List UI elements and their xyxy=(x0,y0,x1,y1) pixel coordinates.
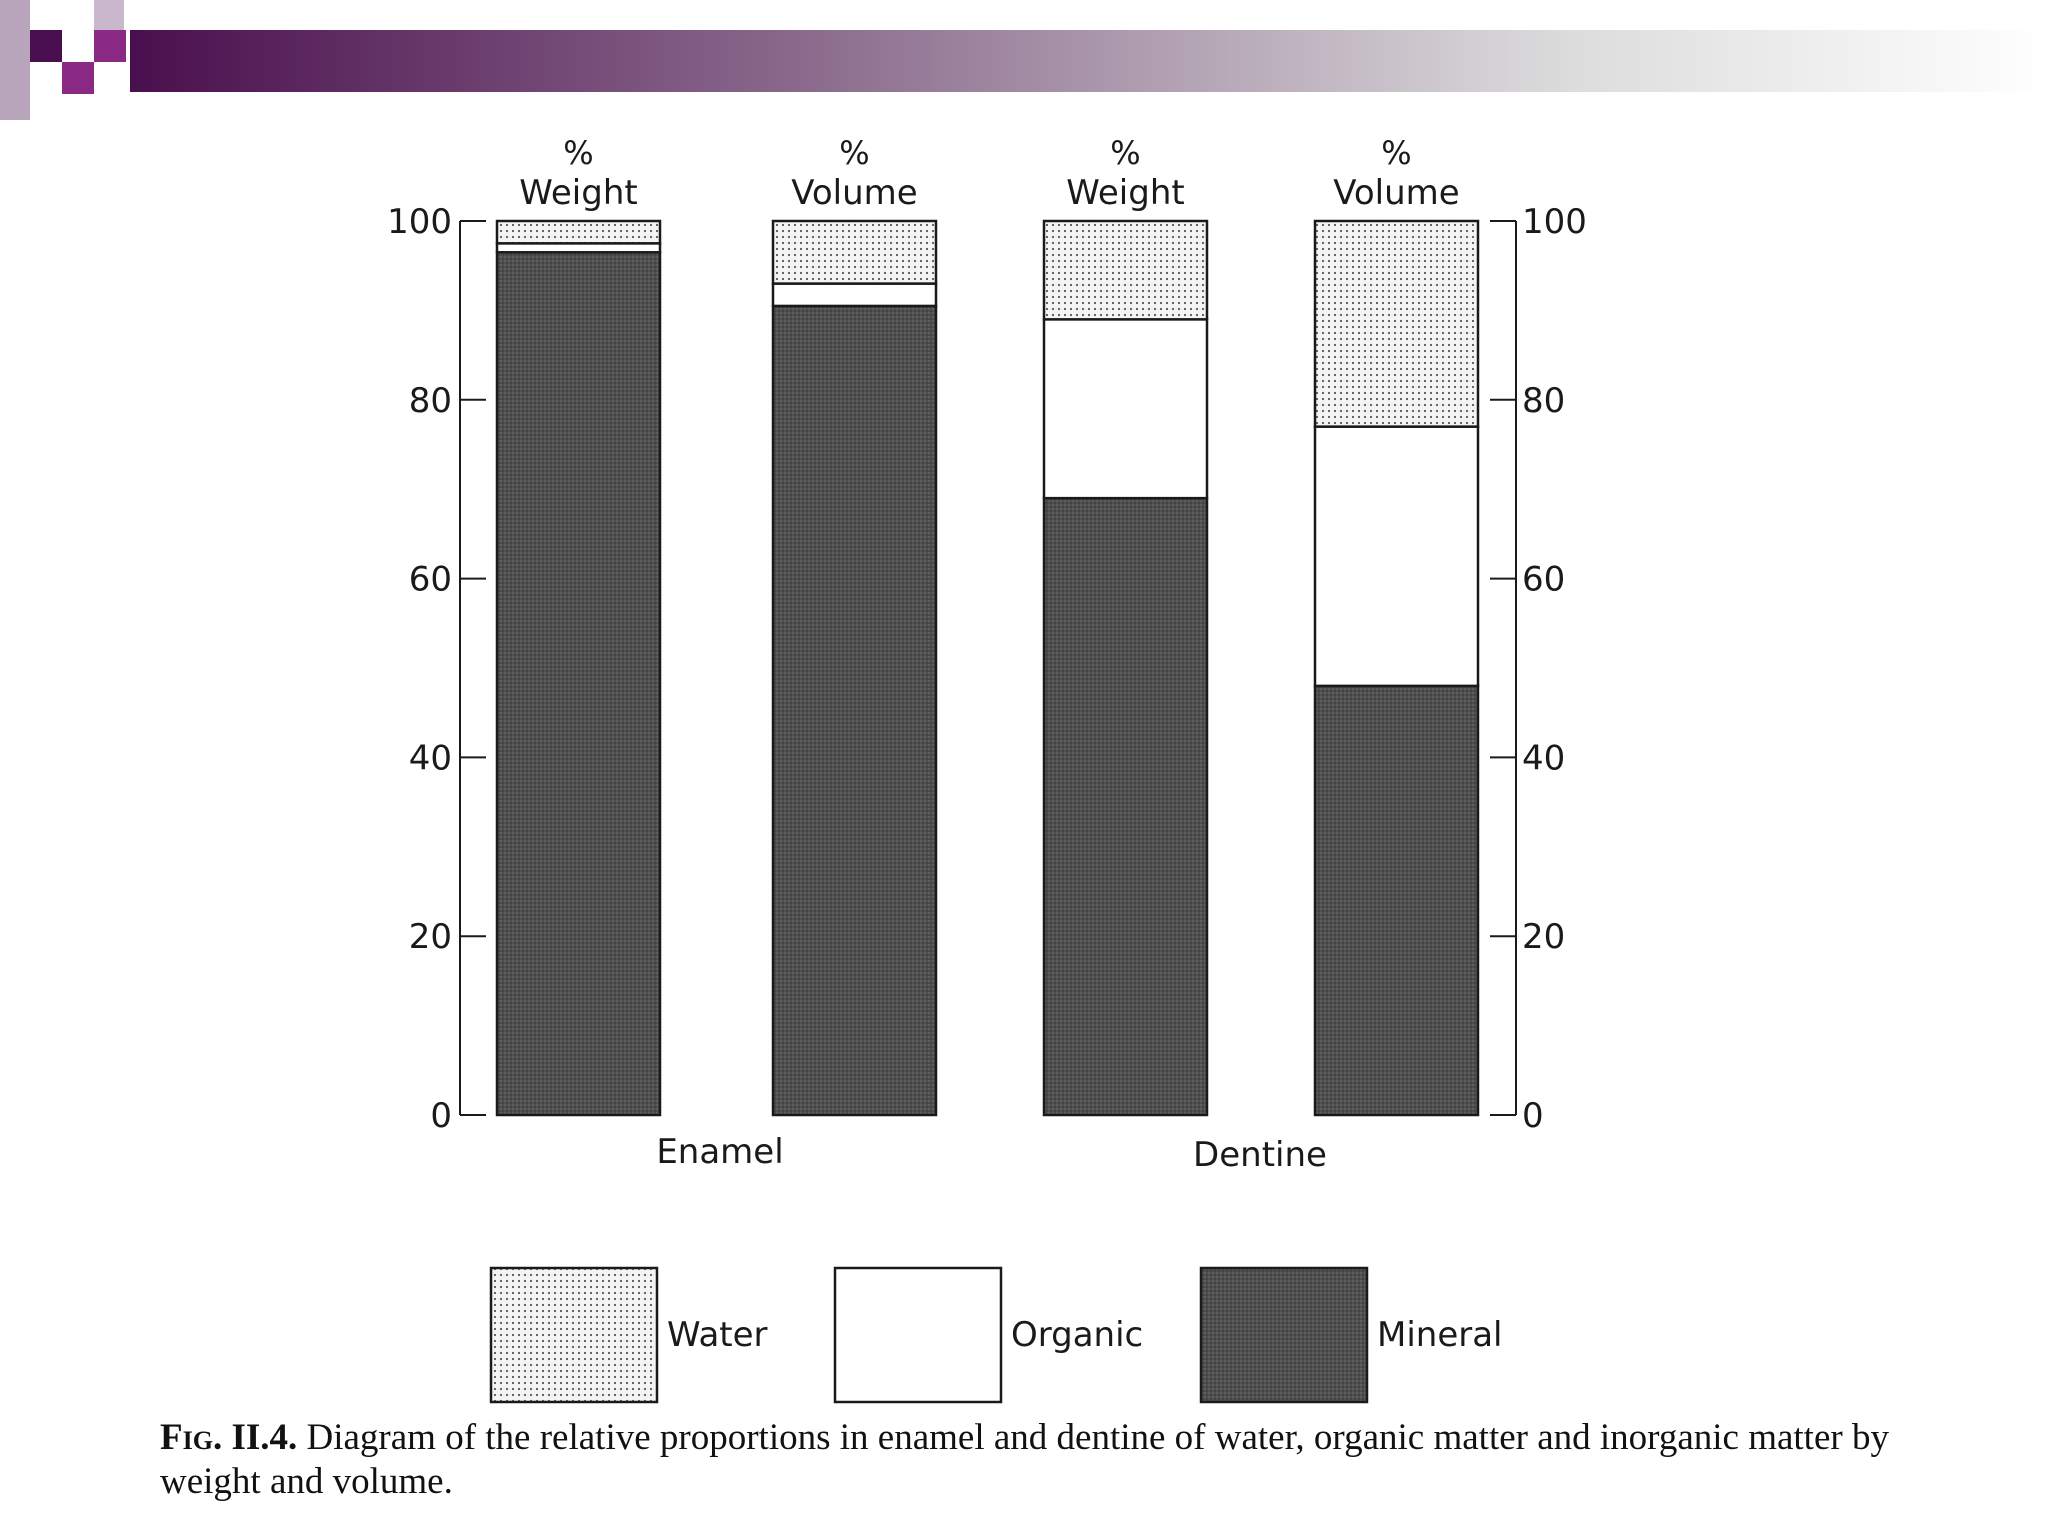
caption-text: Diagram of the relative proportions in e… xyxy=(160,1417,1889,1502)
group-label-dentine: Dentine xyxy=(1193,1135,1327,1175)
bar-label-percent: % xyxy=(1110,134,1140,172)
y-tick-label-right: 100 xyxy=(1522,202,1587,242)
banner-square xyxy=(0,0,30,120)
caption-figure-label: Fig. II.4. xyxy=(160,1417,298,1458)
y-tick-label-left: 40 xyxy=(409,738,452,778)
y-tick-label-right: 80 xyxy=(1522,381,1565,421)
bar-label: Volume xyxy=(791,173,917,213)
bar-segment-mineral xyxy=(771,304,938,1117)
bar-segment-water xyxy=(1042,219,1209,321)
bar-segment-mineral xyxy=(1313,684,1480,1117)
y-tick-label-left: 100 xyxy=(387,202,452,242)
banner-gradient-bar xyxy=(130,30,2048,92)
y-tick-label-right: 0 xyxy=(1522,1096,1544,1136)
bar-segment-water xyxy=(1313,219,1480,428)
y-tick-label-left: 60 xyxy=(409,560,452,600)
bar-segment-organic xyxy=(771,282,938,308)
y-tick-label-left: 20 xyxy=(409,917,452,957)
bar-segment-mineral xyxy=(495,251,662,1117)
banner-square xyxy=(94,0,124,30)
legend-swatch-mineral xyxy=(1199,1266,1369,1404)
bar-segment-water xyxy=(771,219,938,285)
bar-label: Weight xyxy=(519,173,637,213)
y-tick-label-left: 80 xyxy=(409,381,452,421)
legend-swatch-organic xyxy=(833,1266,1003,1404)
banner-square xyxy=(30,30,62,62)
bar-label: Weight xyxy=(1066,173,1184,213)
figure-caption: Fig. II.4. Diagram of the relative propo… xyxy=(160,1416,1920,1504)
bar-label-percent: % xyxy=(563,134,593,172)
bar-segment-organic xyxy=(1313,425,1480,688)
legend-label-organic: Organic xyxy=(1011,1315,1143,1355)
banner-square xyxy=(62,62,94,94)
y-tick-label-right: 20 xyxy=(1522,917,1565,957)
bar-label-percent: % xyxy=(839,134,869,172)
y-tick-label-left: 0 xyxy=(430,1096,452,1136)
bar-label-percent: % xyxy=(1381,134,1411,172)
slide-banner xyxy=(0,0,2048,120)
bar-segment-organic xyxy=(495,242,662,254)
group-label-enamel: Enamel xyxy=(656,1132,783,1172)
bar-segment-mineral xyxy=(1042,496,1209,1117)
bar-label: Volume xyxy=(1333,173,1459,213)
y-tick-label-right: 40 xyxy=(1522,738,1565,778)
bar-segment-organic xyxy=(1042,318,1209,500)
y-tick-label-right: 60 xyxy=(1522,560,1565,600)
legend-label-water: Water xyxy=(667,1315,768,1355)
legend-swatch-water xyxy=(489,1266,659,1404)
banner-square xyxy=(94,30,126,62)
bar-segment-water xyxy=(495,219,662,245)
legend-label-mineral: Mineral xyxy=(1377,1315,1503,1355)
